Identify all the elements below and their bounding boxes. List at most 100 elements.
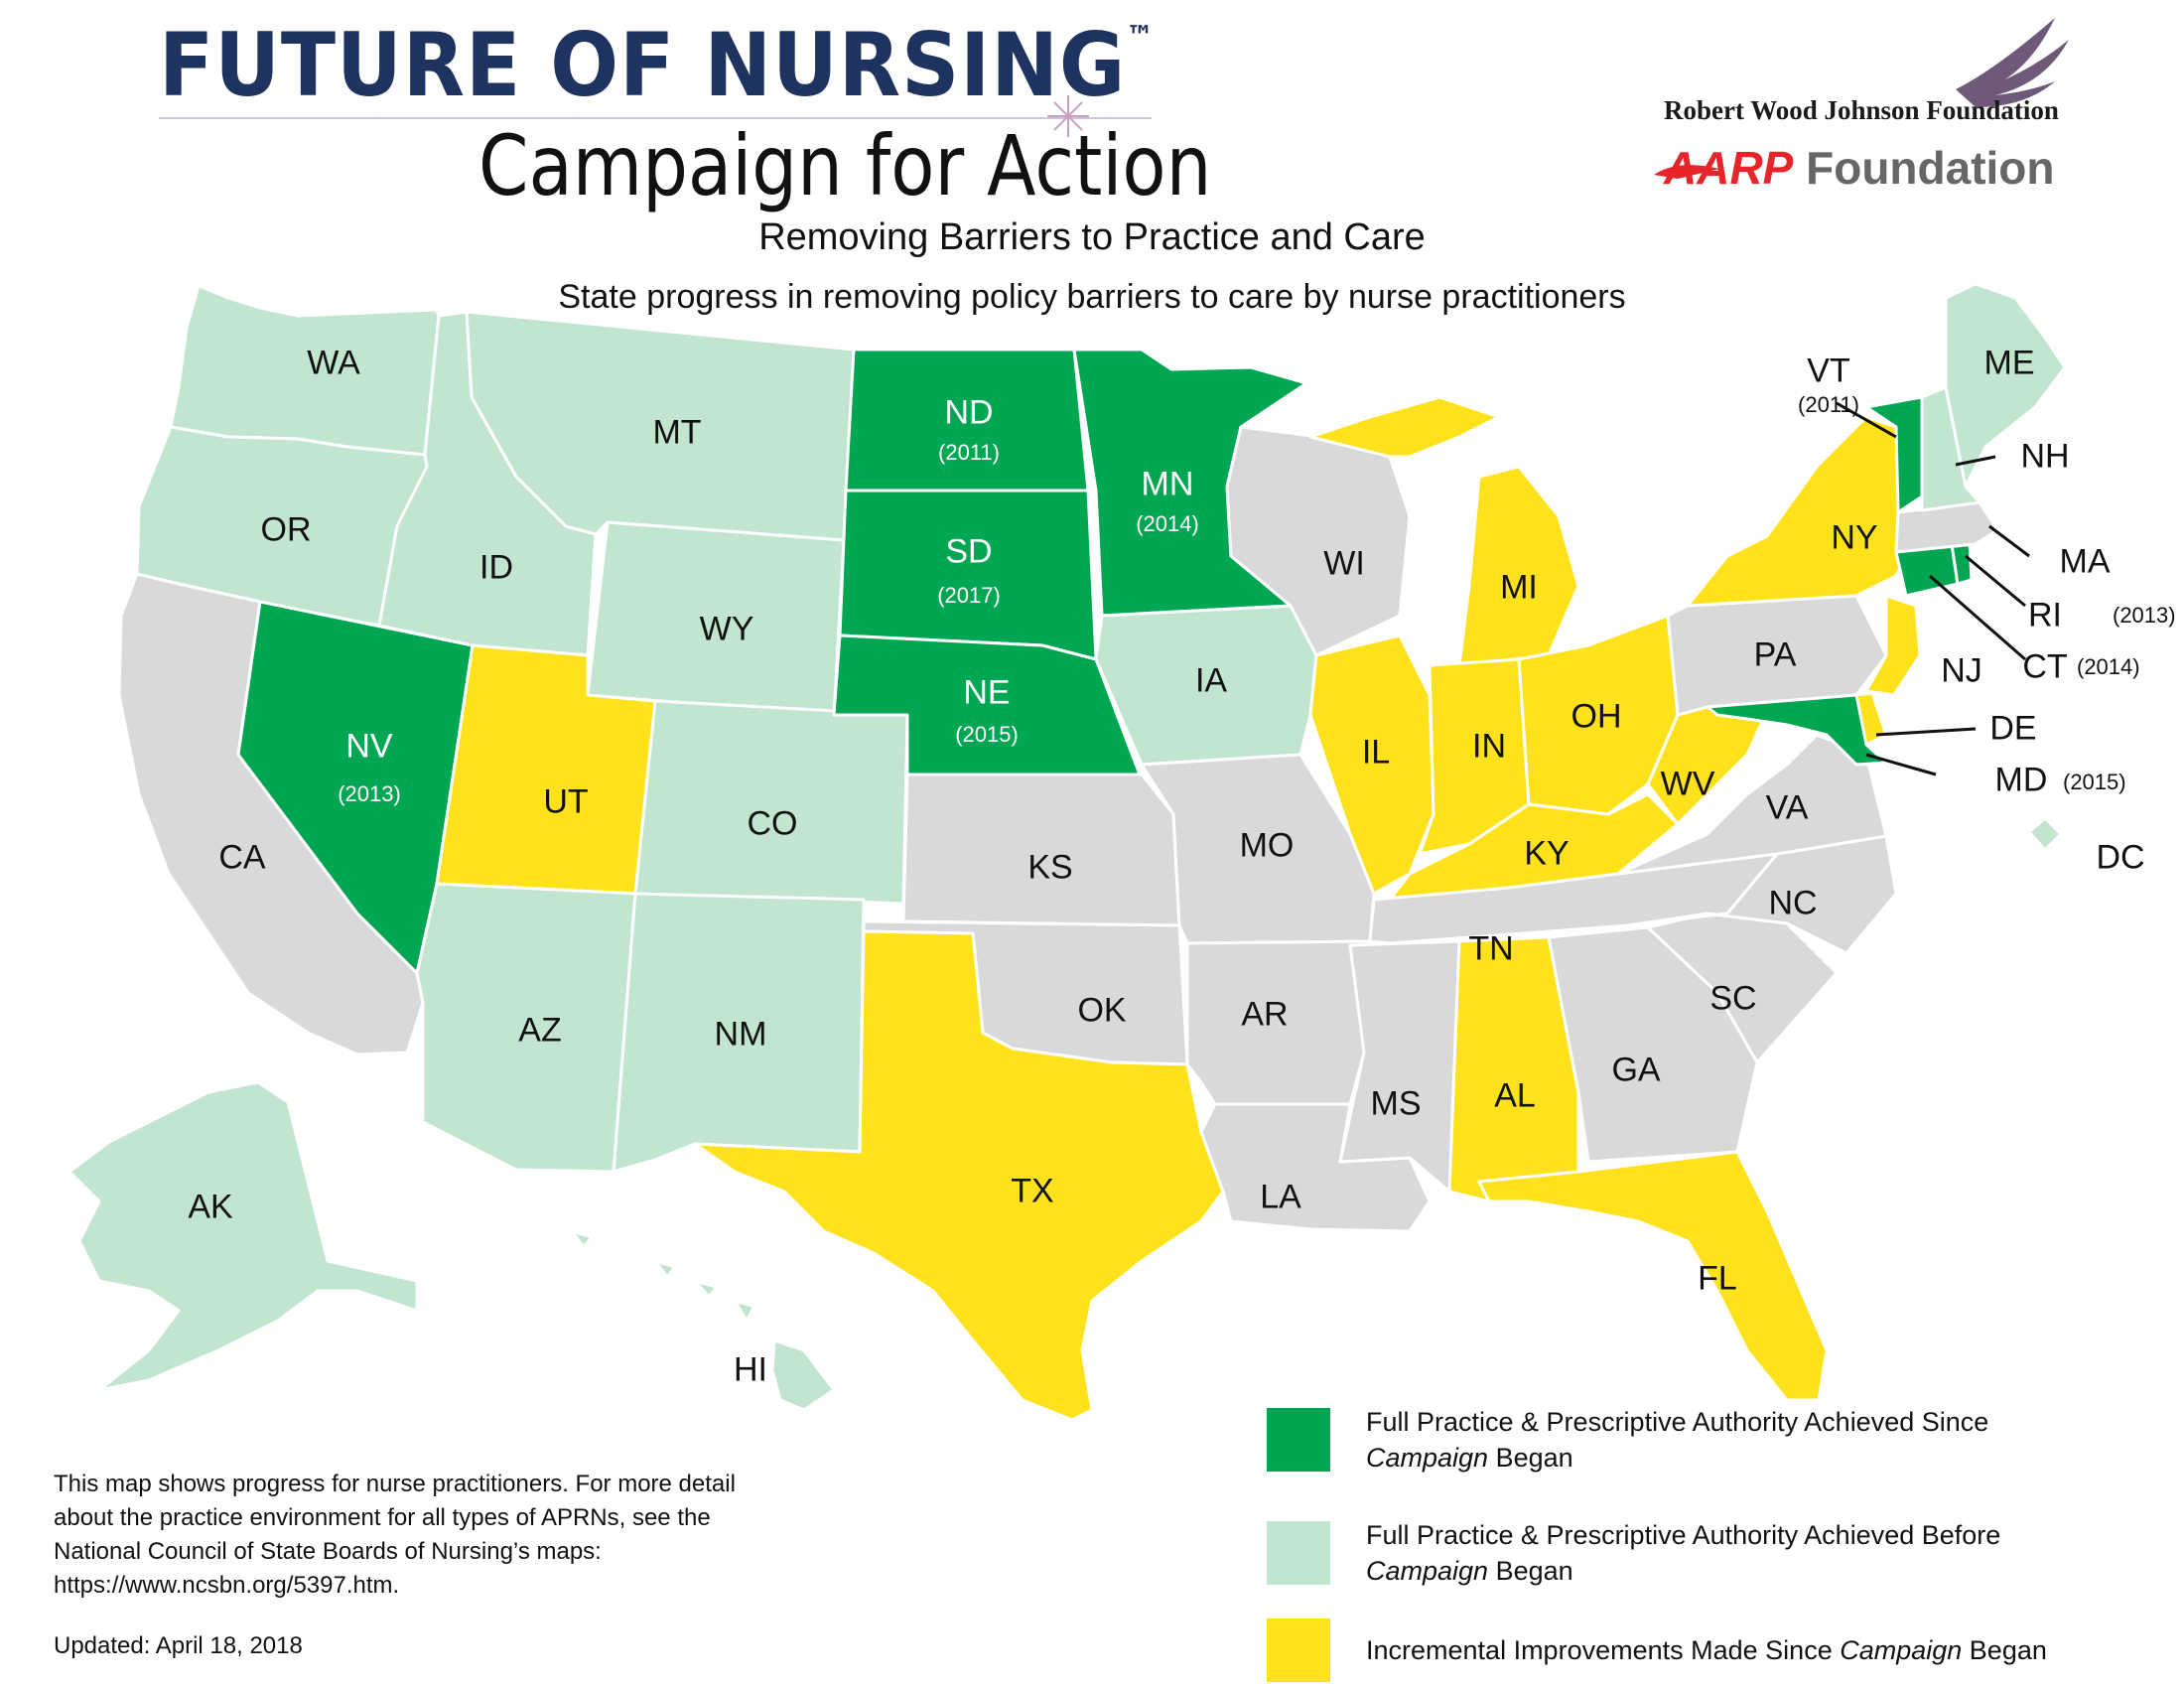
state-CO[interactable]	[633, 699, 909, 906]
year-NE: (2015)	[955, 722, 1019, 747]
foundation-logo-text: Foundation	[1793, 142, 2055, 194]
label-AL: AL	[1494, 1076, 1536, 1115]
label-ID: ID	[479, 548, 513, 587]
campaign-logo-title: FUTURE OF NURSING™	[159, 14, 1155, 116]
label-MI: MI	[1500, 568, 1538, 607]
label-ND: ND	[944, 393, 994, 432]
label-PA: PA	[1753, 635, 1797, 674]
label-AZ: AZ	[518, 1011, 562, 1050]
state-VA[interactable]	[1616, 733, 1888, 876]
state-HI[interactable]	[570, 1229, 836, 1412]
state-MA[interactable]	[1894, 500, 1999, 554]
label-OK: OK	[1077, 991, 1127, 1030]
state-NJ[interactable]	[1864, 594, 1922, 697]
label-UT: UT	[543, 782, 589, 821]
state-ME[interactable]	[1944, 282, 2067, 489]
year-MN: (2014)	[1136, 511, 1199, 536]
legend-swatch-full-since	[1267, 1408, 1330, 1472]
label-IL: IL	[1361, 733, 1391, 772]
label-NE: NE	[963, 673, 1011, 712]
legend-swatch-full-before	[1267, 1521, 1330, 1585]
legend-text-full-since-line1: Full Practice & Prescriptive Authority A…	[1366, 1407, 1989, 1437]
label-NC: NC	[1768, 884, 1818, 922]
state-VT[interactable]	[1864, 395, 1924, 514]
label-DC: DC	[2096, 838, 2145, 877]
aarp-foundation-logo: AARP Foundation	[1664, 141, 2055, 195]
label-HI: HI	[734, 1350, 767, 1389]
label-ME: ME	[1983, 344, 2035, 382]
label-MD: MD	[1994, 761, 2048, 799]
label-LA: LA	[1260, 1178, 1301, 1216]
label-WV: WV	[1660, 765, 1715, 803]
state-DC[interactable]	[2027, 816, 2063, 852]
label-CO: CO	[747, 804, 798, 843]
label-OR: OR	[260, 510, 312, 549]
state-MD[interactable]	[1706, 693, 1888, 767]
label-WY: WY	[699, 610, 754, 648]
label-MA: MA	[2059, 542, 2111, 581]
state-NY[interactable]	[1686, 415, 1908, 608]
label-WA: WA	[307, 344, 360, 382]
legend-text-incremental-italic: Campaign	[1840, 1635, 1963, 1665]
legend-text-full-since-rest: Began	[1488, 1443, 1573, 1473]
label-IA: IA	[1194, 661, 1228, 700]
legend-text-incremental-main: Incremental Improvements Made Since	[1366, 1635, 1841, 1665]
label-RI: RI	[2028, 596, 2062, 634]
logo-title-text: FUTURE OF NURSING	[159, 14, 1127, 116]
legend-swatch-incremental	[1267, 1618, 1330, 1682]
label-KS: KS	[1027, 848, 1073, 887]
year-MD: (2015)	[2063, 770, 2126, 794]
label-KY: KY	[1524, 834, 1570, 873]
legend-item-full-since: Full Practice & Prescriptive Authority A…	[1366, 1404, 2184, 1476]
state-FL[interactable]	[1477, 1150, 1829, 1402]
year-RI: (2013)	[2113, 603, 2176, 628]
state-NC[interactable]	[1626, 834, 1898, 955]
logo-divider	[159, 117, 1152, 119]
year-CT: (2014)	[2077, 654, 2140, 679]
label-SD: SD	[945, 532, 993, 571]
label-TN: TN	[1468, 929, 1514, 968]
leader-lines	[1836, 401, 2030, 776]
state-WA[interactable]	[169, 284, 441, 457]
label-NY: NY	[1831, 518, 1878, 557]
label-IN: IN	[1472, 727, 1506, 766]
trademark-mark: ™	[1126, 20, 1155, 55]
label-AK: AK	[188, 1188, 233, 1226]
legend-text-full-before-line1: Full Practice & Prescriptive Authority A…	[1366, 1520, 2001, 1550]
label-CA: CA	[218, 838, 266, 877]
label-TX: TX	[1011, 1172, 1054, 1210]
label-WI: WI	[1323, 544, 1365, 583]
state-AK[interactable]	[68, 1080, 419, 1392]
updated-date: Updated: April 18, 2018	[54, 1632, 303, 1659]
state-MI[interactable]	[1308, 395, 1580, 667]
rwjf-logo: Robert Wood Johnson Foundation	[1664, 95, 2059, 125]
state-TX[interactable]	[693, 929, 1225, 1422]
label-SC: SC	[1709, 979, 1757, 1018]
label-MS: MS	[1370, 1084, 1422, 1123]
year-NV: (2013)	[338, 781, 401, 806]
label-OH: OH	[1570, 697, 1622, 736]
label-FL: FL	[1698, 1259, 1737, 1298]
label-VT: VT	[1807, 352, 1850, 390]
label-MO: MO	[1239, 826, 1295, 865]
label-VA: VA	[1765, 788, 1809, 827]
state-SD[interactable]	[838, 489, 1098, 661]
label-NH: NH	[2020, 437, 2070, 476]
map-title: Removing Barriers to Practice and Care	[758, 216, 1426, 258]
label-AR: AR	[1241, 995, 1289, 1034]
label-DE: DE	[1989, 709, 2037, 748]
aarp-logo-text: AARP	[1664, 142, 1794, 194]
legend-item-incremental: Incremental Improvements Made Since Camp…	[1366, 1632, 2184, 1668]
legend-item-full-before: Full Practice & Prescriptive Authority A…	[1366, 1517, 2184, 1589]
state-NH[interactable]	[1920, 385, 1981, 512]
label-MT: MT	[652, 413, 702, 452]
label-GA: GA	[1611, 1051, 1661, 1089]
year-ND: (2011)	[938, 440, 1000, 465]
legend-text-full-before-rest: Began	[1488, 1556, 1573, 1586]
year-VT: (2011)	[1798, 392, 1859, 417]
year-SD: (2017)	[937, 583, 1001, 608]
legend-text-full-before-italic: Campaign	[1366, 1556, 1489, 1586]
legend-text-full-since-italic: Campaign	[1366, 1443, 1489, 1473]
footnote: This map shows progress for nurse practi…	[54, 1471, 736, 1599]
legend-text-incremental-rest: Began	[1962, 1635, 2047, 1665]
